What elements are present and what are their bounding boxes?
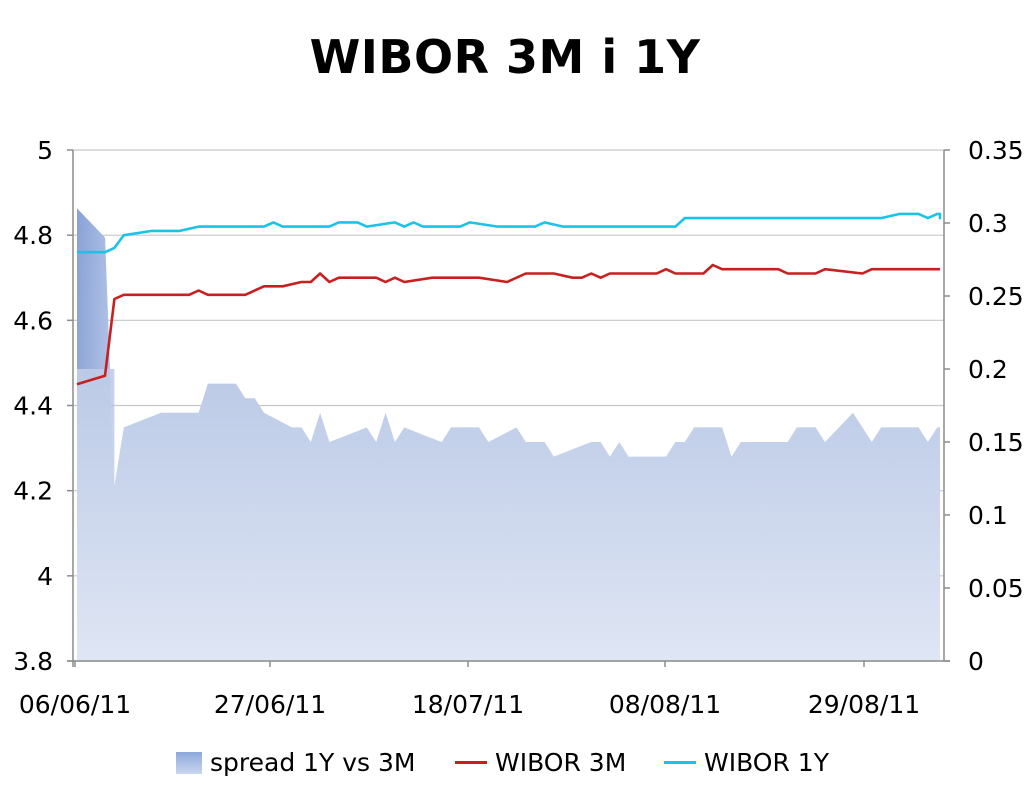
right-tick-label: 0.1 [968,501,1008,530]
lines-layer [76,212,942,386]
spread-area [77,208,940,661]
legend-swatch-wibor-1y [664,761,696,764]
left-tick-label: 4.8 [13,221,53,250]
legend-label-wibor-3m: WIBOR 3M [495,748,627,777]
x-tick-label: 29/08/11 [808,690,920,719]
legend-label-wibor-1y: WIBOR 1Y [704,748,829,777]
spread-area-layer [77,208,940,661]
left-tick-label: 3.8 [13,647,53,676]
chart-title: WIBOR 3M i 1Y [309,30,701,84]
legend-label-spread: spread 1Y vs 3M [210,748,416,777]
legend-swatch-spread [176,751,202,774]
legend-item-wibor-3m: WIBOR 3M [455,748,626,777]
left-tick-label: 4.6 [13,306,53,335]
right-tick-label: 0.2 [968,355,1008,384]
left-tick-label: 4.4 [13,392,53,421]
right-tick-label: 0.25 [968,282,1024,311]
left-tick-label: 4.2 [13,477,53,506]
axes-layer [67,149,950,667]
legend-item-spread: spread 1Y vs 3M [176,748,416,777]
tick-labels: 5 4.8 4.6 4.4 4.2 4 3.8 0.35 0.3 0.25 0.2 0.15 0.1 0.… [13,136,1023,719]
right-tick-label: 0.15 [968,428,1024,457]
right-tick-label: 0.3 [968,209,1008,238]
x-tick-label: 08/08/11 [609,690,721,719]
x-tick-label: 27/06/11 [214,690,326,719]
series-line-wibor-3m [76,263,940,386]
legend-item-wibor-1y: WIBOR 1Y [664,748,829,777]
right-tick-label: 0.35 [968,136,1024,165]
chart-plot: 5 4.8 4.6 4.4 4.2 4 3.8 0.35 0.3 0.25 0.2 0.15 0.1 0.… [13,136,1023,719]
series-line-wibor-1y [77,212,942,254]
x-tick-label: 06/06/11 [19,690,131,719]
right-tick-label: 0 [968,647,984,676]
left-tick-label: 5 [37,136,53,165]
x-tick-label: 18/07/11 [412,690,524,719]
right-tick-label: 0.05 [968,574,1024,603]
legend: spread 1Y vs 3M WIBOR 3M WIBOR 1Y [0,748,1024,788]
spread-area-peak [77,208,115,486]
legend-swatch-wibor-3m [455,761,487,764]
left-tick-label: 4 [37,562,53,591]
